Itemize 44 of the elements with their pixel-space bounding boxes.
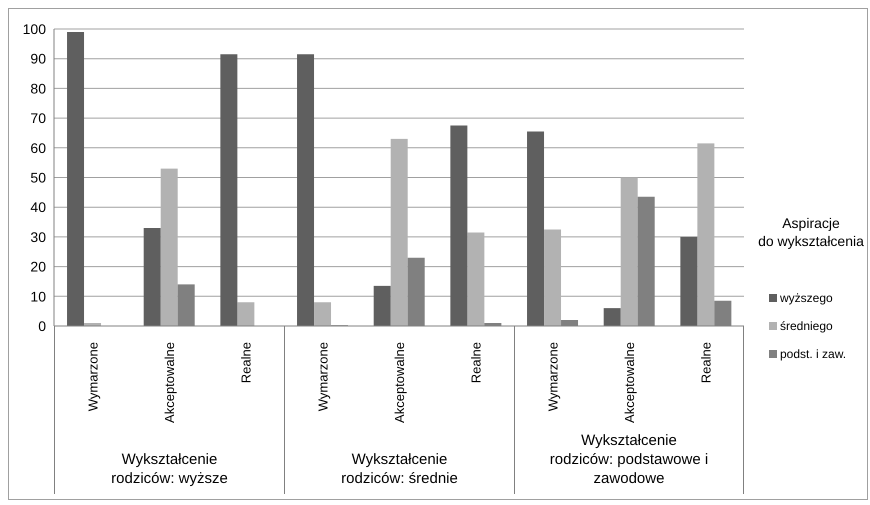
x-tick-label: Realne (698, 342, 714, 384)
x-tick-label: Realne (468, 342, 484, 384)
bar (220, 54, 238, 326)
bar (237, 302, 254, 326)
bar (144, 228, 161, 326)
text: Wykształcenie rodziców: średnie (340, 450, 459, 489)
legend-label: wyższego (780, 291, 833, 305)
bar (680, 236, 698, 326)
y-tick-label: 10 (30, 288, 46, 304)
bar (620, 178, 638, 326)
bar (527, 131, 544, 326)
y-tick-label: 100 (22, 20, 46, 37)
y-tick-label: 0 (38, 318, 46, 334)
y-tick-label: 60 (30, 140, 46, 156)
y-tick-label: 80 (30, 80, 46, 96)
bar (697, 143, 714, 326)
x-tick-label: Realne (238, 342, 254, 384)
y-tick-label: 40 (30, 199, 46, 216)
y-tick-label: 90 (30, 50, 46, 67)
x-tick-label: Akceptowalne (622, 342, 637, 423)
bar (390, 138, 408, 326)
bar (160, 168, 178, 326)
y-tick-label: 50 (30, 169, 46, 186)
x-tick-label: Akceptowalne (162, 342, 177, 423)
x-tick-label: Akceptowalne (392, 342, 407, 423)
bar (467, 232, 484, 326)
y-tick-label: 30 (30, 228, 46, 245)
x-tick-label: Wymarzone (315, 342, 330, 412)
legend-title: Aspiracje do wykształcenia (757, 214, 865, 250)
text: Wykształcenie rodziców: wyższe (110, 450, 229, 489)
y-tick-label: 70 (30, 110, 46, 126)
x-tick-label: Wymarzone (545, 342, 560, 412)
bar (544, 229, 562, 326)
text: Wykształcenie rodziców: podstawowe i zawodowe (548, 431, 710, 489)
bar (67, 32, 84, 326)
legend-label: podst. i zaw. (780, 347, 846, 361)
x-tick-label: Wymarzone (85, 342, 100, 412)
bar (374, 286, 391, 326)
bar (450, 126, 468, 326)
bar (297, 54, 314, 326)
bar (604, 308, 621, 326)
bar (314, 302, 332, 326)
legend-label: średniego (780, 319, 833, 333)
y-tick-label: 20 (30, 258, 46, 275)
